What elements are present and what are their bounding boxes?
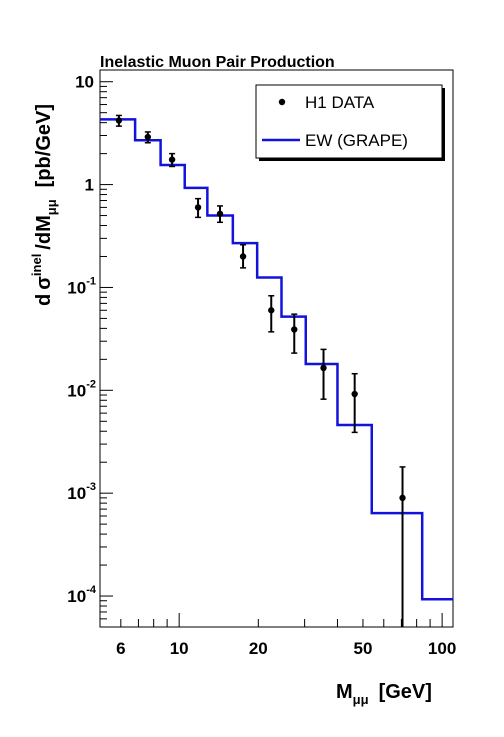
data-point <box>320 348 327 400</box>
legend-shadow-right <box>442 88 445 161</box>
data-point <box>115 114 123 127</box>
data-point <box>239 244 247 269</box>
x-axis-title-main: M <box>336 681 353 703</box>
y-tick-label: 10-3 <box>67 481 96 503</box>
chart-title: Inelastic Muon Pair Production <box>100 54 335 71</box>
point-marker <box>268 307 275 314</box>
x-tick-labels: 6 10 20 50 100 <box>116 639 456 658</box>
y-axis-title-d: d <box>33 294 55 306</box>
point-marker <box>194 204 202 211</box>
y-tick-label: 1 <box>85 176 94 195</box>
x-tick-label: 10 <box>170 639 189 658</box>
axis-ticks <box>99 81 443 628</box>
x-tick-label: 50 <box>353 639 372 658</box>
point-marker <box>351 390 358 398</box>
histogram-series <box>100 118 453 601</box>
data-point <box>268 295 275 333</box>
y-axis-title-sub: μμ <box>44 199 59 215</box>
legend-shadow-bottom <box>259 158 445 161</box>
legend-label-data: H1 DATA <box>305 93 375 112</box>
point-marker <box>320 364 327 372</box>
y-axis-title-mid: /dM <box>33 215 55 249</box>
y-tick-label: 10-4 <box>67 584 97 606</box>
y-tick-label: 10-1 <box>67 275 96 297</box>
histogram-line <box>100 118 453 601</box>
y-tick-label: 10-2 <box>67 378 96 400</box>
x-tick-label: 20 <box>249 639 268 658</box>
data-point <box>168 152 176 168</box>
y-axis-title-unit: [pb/GeV] <box>33 104 55 187</box>
legend-marker-data <box>278 98 286 106</box>
point-marker <box>239 253 247 260</box>
y-tick-labels: 10 1 10-1 10-2 10-3 10-4 <box>67 73 97 606</box>
legend-label-histogram: EW (GRAPE) <box>305 131 408 150</box>
data-point <box>351 372 358 434</box>
y-axis-title: dσinel/dMμμ [pb/GeV] <box>29 104 59 306</box>
point-marker <box>144 133 152 141</box>
data-points-series <box>115 114 406 627</box>
point-marker <box>168 156 176 163</box>
data-point <box>399 466 406 627</box>
plot-frame <box>99 69 454 628</box>
y-axis-title-sup: inel <box>29 254 44 276</box>
y-tick-label: 10 <box>75 73 94 92</box>
x-axis-title: Mμμ [GeV] <box>336 681 432 707</box>
legend-box <box>255 84 443 159</box>
x-axis-title-unit: [GeV] <box>379 681 432 703</box>
data-point <box>194 197 202 219</box>
y-axis-title-sigma: σ <box>33 276 55 290</box>
data-point <box>144 131 152 144</box>
point-marker <box>399 494 406 502</box>
point-marker <box>291 326 298 333</box>
x-tick-label: 6 <box>116 639 125 658</box>
point-marker <box>115 117 123 124</box>
legend: H1 DATA EW (GRAPE) <box>255 84 445 161</box>
point-marker <box>216 210 224 217</box>
data-point <box>216 205 224 224</box>
x-axis-title-sub: μμ <box>353 692 369 707</box>
plot-area-border <box>99 69 454 628</box>
x-tick-label: 100 <box>428 639 456 658</box>
data-point <box>291 313 298 354</box>
